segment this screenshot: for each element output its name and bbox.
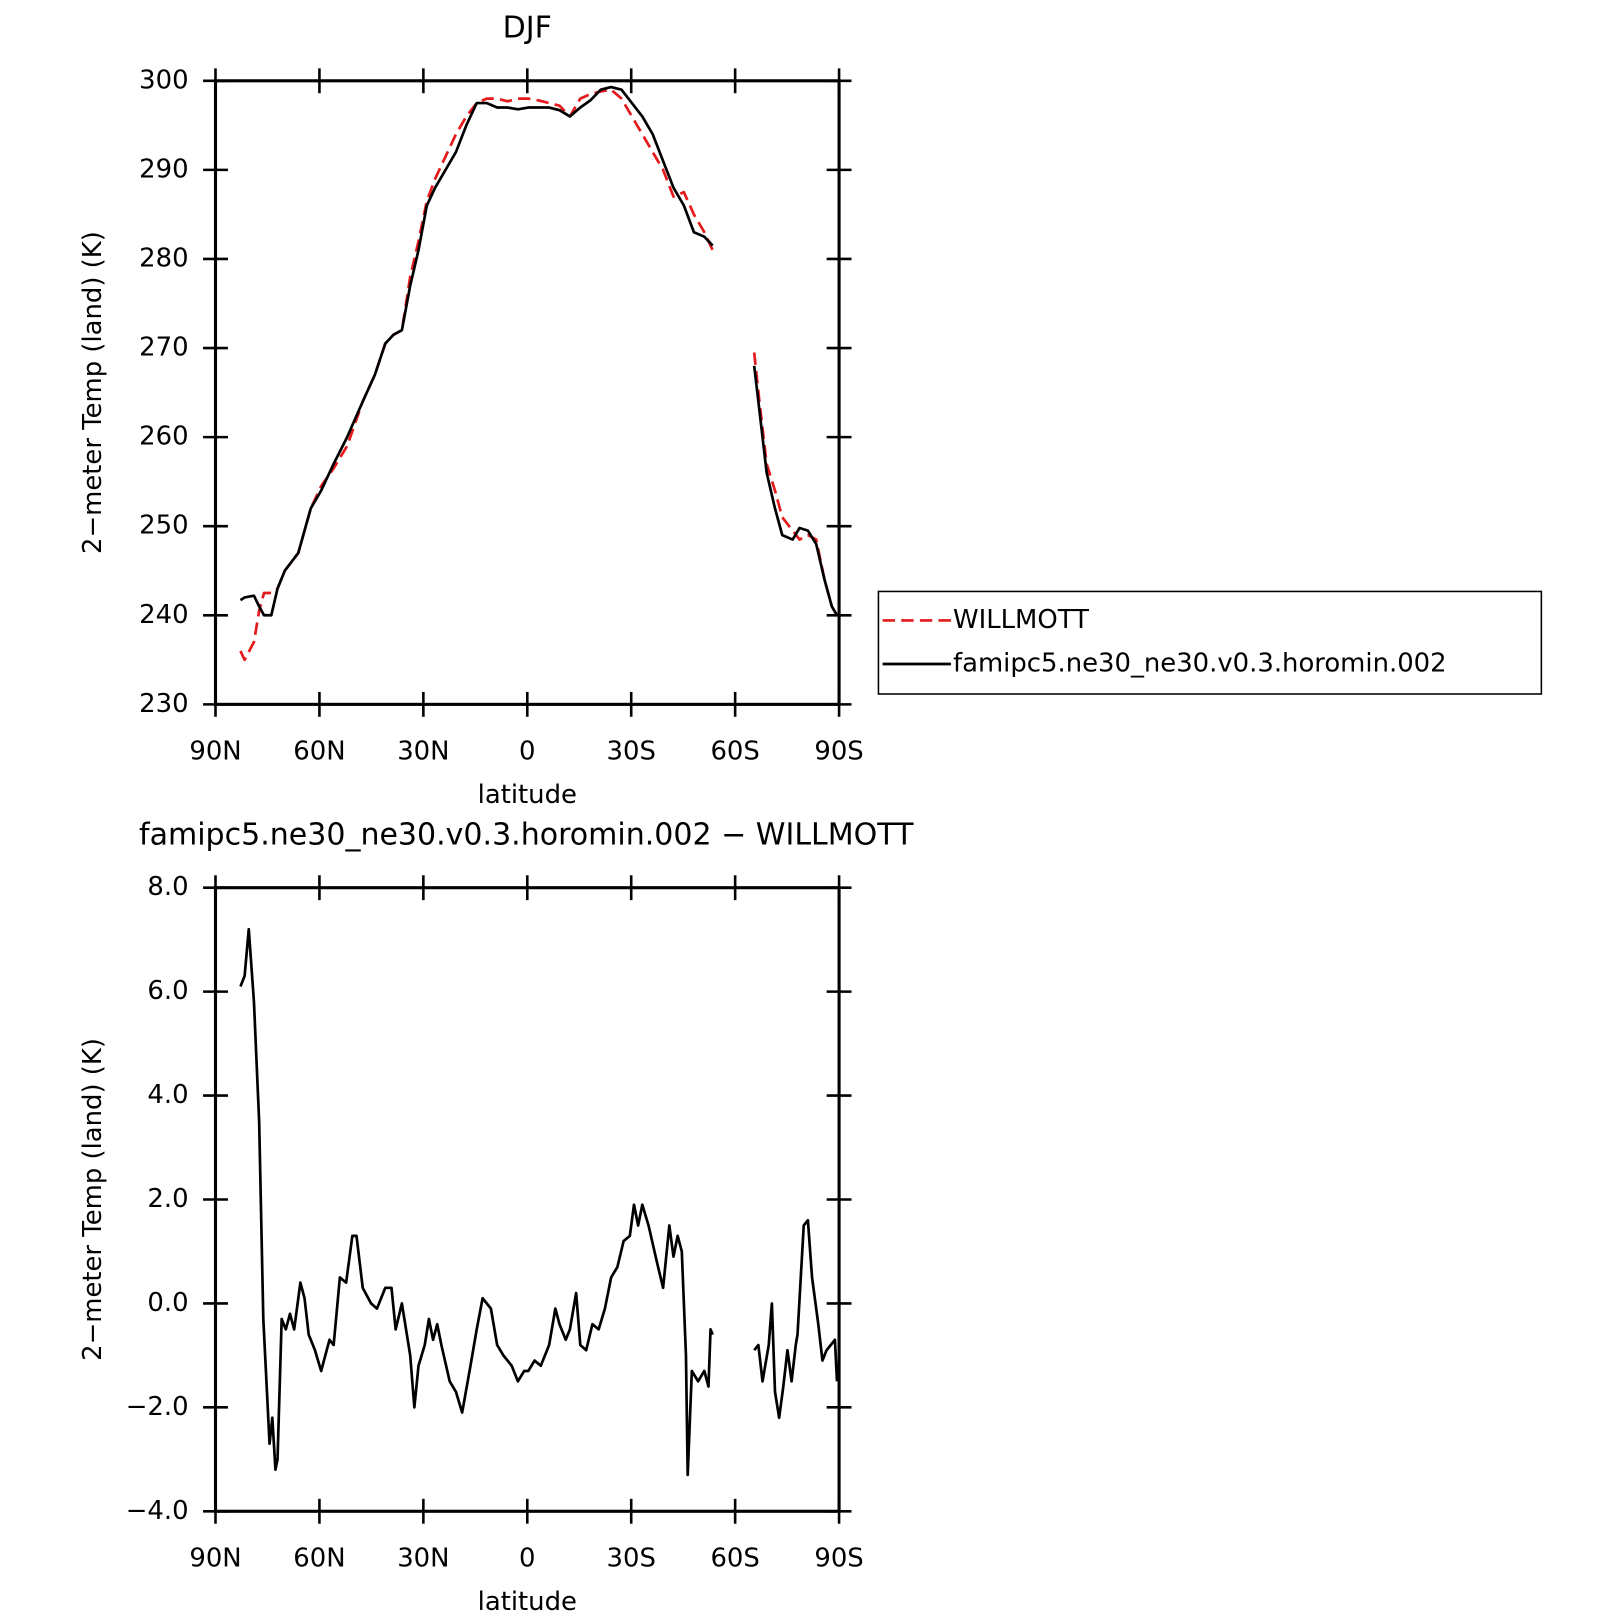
y-tick-label: 290 [139, 154, 188, 184]
plot-frame [213, 886, 841, 1513]
x-tick-label: 60N [293, 737, 345, 767]
x-tick-label: 30N [397, 1543, 449, 1573]
y-axis-label: 2−meter Temp (land) (K) [78, 1038, 108, 1361]
panel: DJF latitude 2−meter Temp (land) (K) 90N 60N… [78, 11, 1543, 810]
y-tick-label: 2.0 [147, 1184, 188, 1214]
y-tick-label: 280 [139, 243, 188, 273]
data-line [239, 88, 839, 662]
y-tick-label: 250 [139, 511, 188, 541]
x-tick-label: 30S [607, 1543, 656, 1573]
y-tick-label: −2.0 [126, 1392, 189, 1422]
x-tick-label: 60N [293, 1543, 345, 1573]
y-tick-label: 6.0 [147, 976, 188, 1006]
x-axis-label: latitude [478, 1587, 577, 1617]
x-tick-label: 90N [189, 737, 241, 767]
x-tick-label: 0 [519, 737, 535, 767]
x-tick-label: 90N [189, 1543, 241, 1573]
x-tick-label: 60S [710, 737, 759, 767]
x-tick-label: 30S [607, 737, 656, 767]
y-tick-label: 270 [139, 333, 188, 363]
x-tick-label: 90S [814, 737, 863, 767]
chart-title: famipc5.ne30_ne30.v0.3.horomin.002 − WIL… [139, 817, 914, 852]
panel: famipc5.ne30_ne30.v0.3.horomin.002 − WIL… [78, 817, 914, 1617]
data-line [239, 927, 839, 1477]
legend-label: famipc5.ne30_ne30.v0.3.horomin.002 [953, 648, 1447, 678]
y-tick-label: 300 [139, 65, 188, 95]
y-tick-label: 230 [139, 689, 188, 719]
x-tick-label: 90S [814, 1543, 863, 1573]
x-tick-label: 60S [710, 1543, 759, 1573]
y-tick-label: 260 [139, 422, 188, 452]
y-tick-label: 4.0 [147, 1080, 188, 1110]
x-tick-label: 30N [397, 737, 449, 767]
y-tick-label: 0.0 [147, 1288, 188, 1318]
x-tick-label: 0 [519, 1543, 535, 1573]
plot-frame [213, 79, 841, 706]
y-tick-label: 240 [139, 600, 188, 630]
y-axis-label: 2−meter Temp (land) (K) [78, 231, 108, 554]
y-tick-label: 8.0 [147, 872, 188, 902]
chart-title: DJF [503, 11, 552, 46]
legend-label: WILLMOTT [953, 605, 1089, 635]
legend-box [877, 590, 1543, 695]
x-axis-label: latitude [478, 780, 577, 810]
y-tick-label: −4.0 [126, 1496, 189, 1526]
data-line [239, 85, 839, 617]
